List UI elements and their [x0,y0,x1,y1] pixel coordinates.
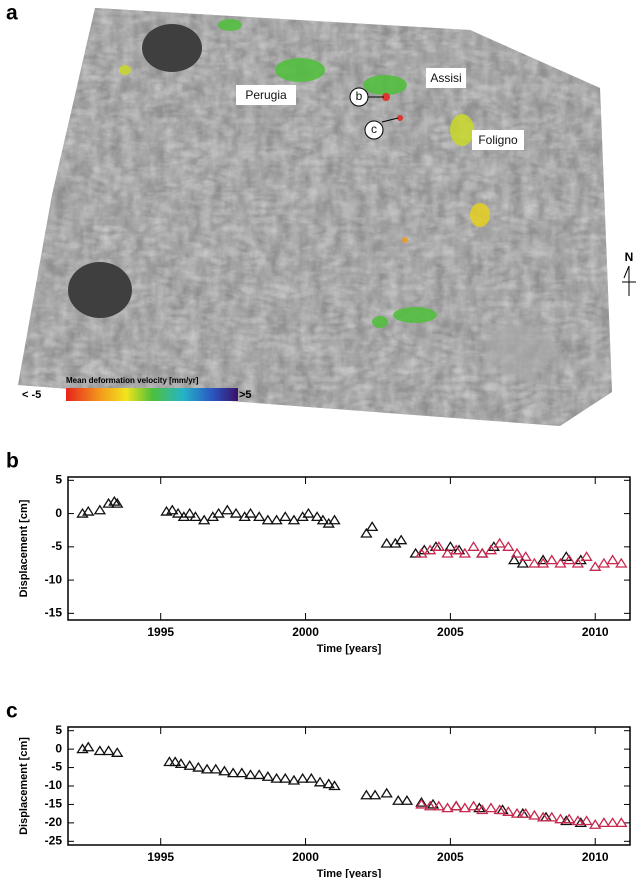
data-point [193,763,203,771]
place-label: Foligno [478,133,518,147]
data-point [237,769,247,777]
north-arrow [622,266,636,296]
x-tick-label: 1995 [147,625,174,639]
data-point [608,818,618,826]
x-tick-label: 2005 [437,625,464,639]
y-tick-label: -15 [45,797,63,811]
data-point [280,774,290,782]
data-point [246,770,256,778]
x-tick-label: 2010 [582,850,609,864]
y-tick-label: -25 [45,833,63,847]
data-point [382,789,392,797]
data-point [547,556,557,564]
data-point [263,772,273,780]
colorbar-max: >5 [239,389,252,401]
x-tick-label: 2010 [582,625,609,639]
data-point [370,791,380,799]
data-point [83,743,93,751]
x-axis-label: Time [years] [317,643,382,655]
y-tick-label: -20 [45,815,63,829]
x-tick-label: 2000 [292,625,319,639]
data-point [298,774,308,782]
north-label: N [625,250,634,264]
data-point [393,796,403,804]
data-point [104,746,114,754]
panel-label: c [6,700,18,723]
data-point [582,817,592,825]
x-tick-label: 1995 [147,850,174,864]
x-tick-label: 2005 [437,850,464,864]
marker-label: c [371,122,377,136]
data-point [211,765,221,773]
data-point [608,556,618,564]
data-point [367,522,377,530]
data-point [402,796,412,804]
y-tick-label: -5 [51,539,62,553]
plot-frame [68,477,630,620]
data-point [306,774,316,782]
y-tick-label: -10 [45,572,63,586]
map [0,0,638,440]
data-point [112,499,122,507]
data-point [486,804,496,812]
data-point [222,506,232,514]
data-point [469,802,479,810]
data-point [95,746,105,754]
y-axis-label: Displacement [cm] [18,737,30,835]
figure: a Perugia Assisi Foligno b c N Mean defo… [0,0,638,878]
data-point [219,767,229,775]
y-tick-label: -5 [51,760,62,774]
data-point [112,748,122,756]
data-point [495,539,505,547]
data-point [303,509,313,517]
data-point [272,774,282,782]
data-point [361,791,371,799]
x-tick-label: 2000 [292,850,319,864]
y-tick-label: 5 [55,723,62,737]
data-point [280,512,290,520]
data-point [254,770,264,778]
place-label: Assisi [430,71,461,85]
y-tick-label: 0 [55,741,62,755]
data-point [324,780,334,788]
place-label: Perugia [245,88,287,102]
y-tick-label: -15 [45,606,63,620]
y-axis-label: Displacement [cm] [18,499,30,597]
data-point [451,802,461,810]
data-point [396,536,406,544]
colorbar [66,388,238,401]
data-point [228,769,238,777]
data-point [529,811,539,819]
marker-label: b [356,89,363,103]
data-point [202,765,212,773]
data-point [599,818,609,826]
panel-label: a [6,2,18,25]
y-tick-label: 5 [55,472,62,486]
panel-label: b [6,450,19,473]
y-tick-label: 0 [55,506,62,520]
data-point [246,509,256,517]
data-point [555,815,565,823]
data-point [83,507,93,515]
data-point [330,516,340,524]
data-point [382,539,392,547]
plot-frame [68,727,630,845]
data-point [582,552,592,560]
x-axis-label: Time [years] [317,868,382,878]
y-tick-label: -10 [45,778,63,792]
data-point [469,542,479,550]
data-point [564,556,574,564]
colorbar-title: Mean deformation velocity [mm/yr] [66,376,199,385]
data-point [185,761,195,769]
colorbar-min: < -5 [22,389,41,401]
